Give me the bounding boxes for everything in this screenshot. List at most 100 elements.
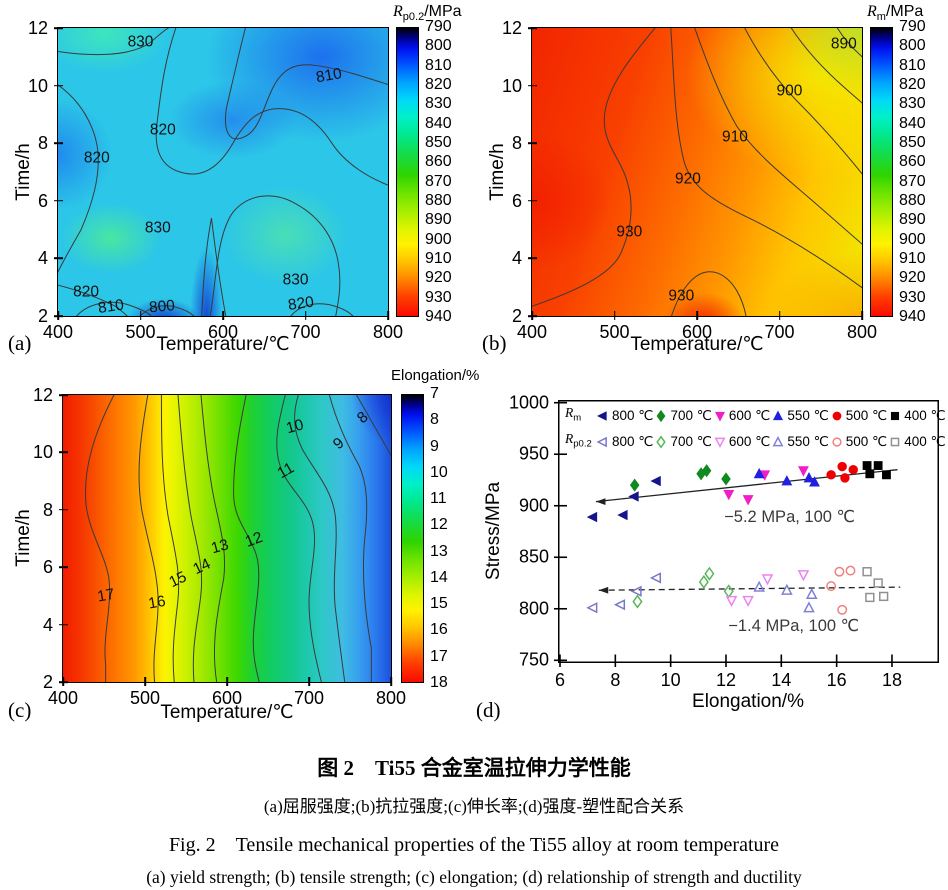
marker-triangle-up [773,410,784,420]
x-axis-title: Temperature/℃ [630,334,764,355]
colorbar-title-text: Elongation/% [391,367,480,384]
x-tick-mark [139,311,142,320]
x-tick-label: 700 [764,322,795,342]
colorbar-c [401,394,424,683]
legend-series-header: Rp0.2 [565,429,595,455]
y-tick-mark [54,84,63,87]
x-tick-label: 14 [771,670,792,690]
colorbar-tick-labels-a: 790 800 810 820 830 840 850 860 870 880 890 900 910 9… [425,19,471,325]
colorbar-tick-label: 860 [425,153,452,171]
marker-triangle-down [714,437,726,448]
marker-circle [832,436,842,447]
marker-triangle-left [596,436,607,447]
colorbar-tick-label: 790 [899,18,926,35]
contour-line [234,395,260,682]
scatter-point [865,592,875,603]
x-tick-mark [144,677,146,686]
colorbar-tick-label: 14 [430,568,448,586]
legend-marker-icon [832,436,842,447]
colorbar-tick-label: 820 [899,76,926,93]
scatter-point [826,581,837,592]
colorbar-tick-label: 940 [899,308,926,325]
scatter-point [761,574,774,586]
contour-line [295,395,345,682]
legend-row: Rp0.2 800 ℃ 700 ℃ 600 ℃ 550 ℃ 500 ℃ 400 ℃ [565,429,946,455]
x-tick-label: 600 [211,688,243,708]
panel-b-tensile-strength-contour: 400 500 600 700 800 2 4 6 8 10 12 890 900 910 920 930 93… [474,0,948,380]
contour-line [202,218,212,316]
x-tick-mark [387,311,389,320]
y-tick-label: 8 [42,499,53,520]
contour-label: 820 [83,148,110,166]
contour-line [671,28,862,290]
y-tick-label: 950 [518,443,549,464]
legend-entry: 700 ℃ [653,432,712,452]
y-tick-label: 2 [511,306,522,326]
scatter-point [698,574,709,590]
y-tick-label: 8 [37,133,48,154]
scatter-point [879,591,889,602]
legend-entry: 550 ℃ [770,406,829,426]
scatter-point [781,583,793,595]
colorbar-title-a: Rp0.2/MPa [393,3,462,23]
scatter-point [630,585,642,597]
figure-caption: 图 2 Ti55 合金室温拉伸力学性能 (a)屈服强度;(b)抗拉强度;(c)伸… [0,752,948,888]
marker-diamond [656,434,667,449]
colorbar-tick-label: 860 [899,153,926,171]
legend-marker-icon [773,410,784,420]
legend-label: 800 ℃ [612,407,654,423]
scatter-point [721,472,731,486]
colorbar-title-part: R [393,3,403,20]
colorbar-tick-label: 820 [425,76,452,93]
colorbar-tick-label: 830 [899,95,926,113]
contour-line [85,395,115,682]
legend-entry: 600 ℃ [712,432,770,452]
contour-line [789,28,862,106]
contour-label: 890 [830,35,857,53]
contour-line [210,196,340,316]
y-tick-mark [528,142,537,144]
x-tick-label: 16 [826,670,847,690]
contour-line [277,395,322,682]
contour-label: 820 [149,121,176,139]
x-tick-label: 600 [681,322,713,342]
legend-entry: 550 ℃ [770,432,829,452]
x-tick-mark [304,311,307,320]
contour-lines-c [63,395,391,682]
marker-triangle-left [597,411,607,421]
legend-entry: 700 ℃ [653,406,712,426]
scatter-point [629,478,640,492]
colorbar-tick-label: 900 [425,230,452,248]
colorbar-tick-label: 13 [430,542,448,560]
contour-lines-a [58,28,388,316]
y-tick-label: 8 [511,133,522,154]
colorbar-tick-label: 850 [425,134,452,151]
x-axis-title: Temperature/℃ [160,702,294,723]
colorbar-tick-label: 880 [899,192,926,209]
y-tick-mark [54,257,63,260]
legend-series-header: Rm [565,403,595,429]
scatter-point [805,587,818,600]
y-tick-mark [54,200,63,202]
x-tick-label: 500 [129,688,161,708]
scatter-point [840,473,850,483]
y-tick-label: 10 [501,75,522,96]
colorbar-tick-label: 910 [425,250,452,267]
colorbar-tick-label: 850 [899,134,926,151]
colorbar-title-b: Rm/MPa [867,3,923,23]
legend-label: 500 ℃ [845,433,888,449]
contour-line [743,28,862,178]
contour-line [137,306,196,316]
x-tick-mark [778,311,781,320]
contour-line [355,395,391,461]
colorbar-title-part: m [876,11,886,24]
contour-line [201,395,225,682]
colorbar-tick-label: 840 [899,114,926,132]
y-tick-label: 12 [32,385,53,405]
x-tick-label: 400 [516,322,548,342]
scatter-point [873,578,883,588]
y-tick-label: 10 [27,75,48,96]
contour-label: 900 [776,82,803,100]
x-tick-mark [696,311,698,320]
